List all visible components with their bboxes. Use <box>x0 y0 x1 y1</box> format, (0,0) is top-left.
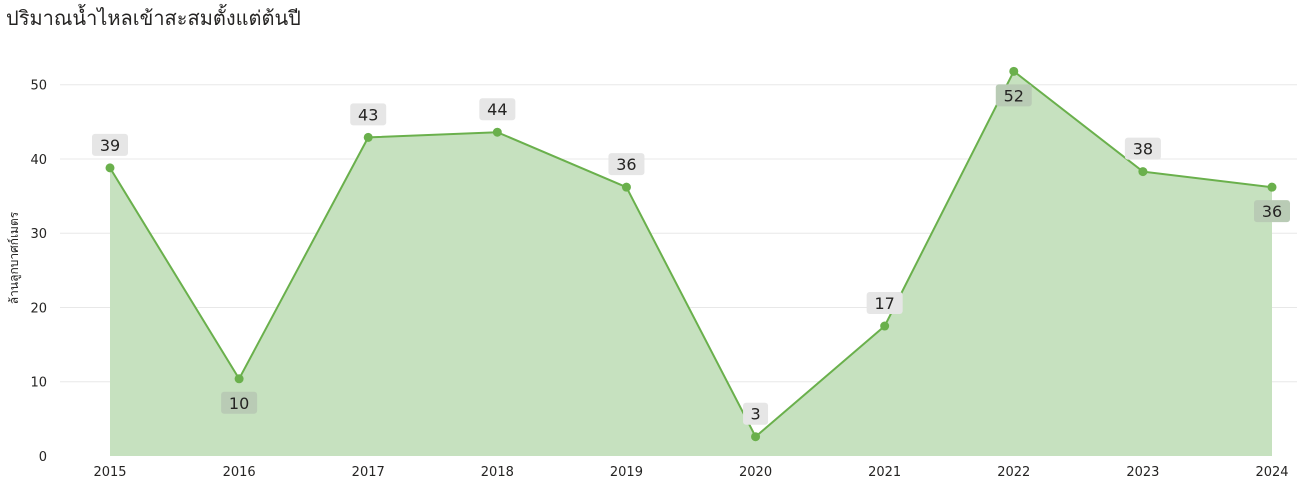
data-label: 36 <box>608 153 645 176</box>
y-axis-label: ล้านลูกบาศก์เมตร <box>7 211 22 304</box>
data-label-text: 39 <box>100 136 120 155</box>
data-label-text: 44 <box>487 100 507 119</box>
data-point <box>492 127 502 137</box>
data-label: 43 <box>350 103 387 126</box>
y-tick-label: 10 <box>30 376 47 391</box>
data-label-background <box>866 292 903 315</box>
data-label-background <box>479 98 516 121</box>
data-point <box>880 321 890 331</box>
x-tick-label: 2024 <box>1255 465 1288 480</box>
data-label-background <box>221 391 258 414</box>
data-label: 39 <box>92 133 128 156</box>
x-tick-label: 2023 <box>1126 465 1159 480</box>
y-tick-label: 30 <box>30 227 47 242</box>
area-fill <box>110 71 1272 457</box>
data-label-text: 38 <box>1133 140 1153 159</box>
data-label-background <box>350 103 387 126</box>
x-tick-label: 2021 <box>868 465 901 480</box>
data-label-text: 52 <box>1004 86 1024 105</box>
data-points <box>105 66 1277 442</box>
x-tick-label: 2016 <box>223 465 256 480</box>
data-point <box>1267 182 1277 192</box>
data-point <box>234 374 244 384</box>
data-label: 38 <box>1124 137 1161 160</box>
data-point <box>105 163 115 173</box>
x-tick-label: 2018 <box>481 465 514 480</box>
series-line <box>109 69 1273 439</box>
data-label: 36 <box>1254 200 1290 223</box>
data-label-background <box>1124 137 1161 160</box>
data-label: 17 <box>866 292 903 315</box>
data-label-background <box>1254 200 1290 223</box>
x-axis-ticks: 2015 2016 2017 2018 2019 2020 2021 2022 2023 2024 <box>93 465 1288 480</box>
data-point <box>363 132 373 142</box>
chart-title: ปริมาณน้ำไหลเข้าสะสมตั้งแต่ต้นปี <box>6 6 301 30</box>
x-tick-label: 2015 <box>93 465 126 480</box>
data-label-text: 43 <box>358 105 378 124</box>
y-tick-label: 0 <box>39 450 47 465</box>
data-point <box>1138 167 1148 177</box>
data-point <box>751 432 761 442</box>
x-tick-label: 2019 <box>610 465 643 480</box>
data-label: 52 <box>995 84 1032 107</box>
data-label-text: 10 <box>229 394 249 413</box>
y-tick-label: 20 <box>30 301 47 316</box>
data-point <box>621 182 631 192</box>
data-point <box>1009 66 1019 76</box>
data-label-background <box>92 133 128 156</box>
data-label-text: 36 <box>1262 202 1282 221</box>
data-label: 44 <box>479 98 516 121</box>
x-tick-label: 2020 <box>739 465 772 480</box>
data-label-background <box>743 402 769 425</box>
data-label-text: 3 <box>750 405 760 424</box>
x-tick-label: 2022 <box>997 465 1030 480</box>
data-label: 3 <box>743 402 769 425</box>
x-tick-label: 2017 <box>352 465 385 480</box>
data-label-background <box>608 153 645 176</box>
y-axis-ticks: 0 10 20 30 40 50 <box>30 79 47 465</box>
y-tick-label: 50 <box>30 79 47 94</box>
y-tick-label: 40 <box>30 153 47 168</box>
data-labels: 39 10 43 44 36 3 17 52 38 36 <box>92 84 1290 425</box>
data-label: 10 <box>221 391 258 414</box>
data-label-text: 17 <box>874 294 894 313</box>
data-label-background <box>995 84 1032 107</box>
data-label-text: 36 <box>616 155 636 174</box>
